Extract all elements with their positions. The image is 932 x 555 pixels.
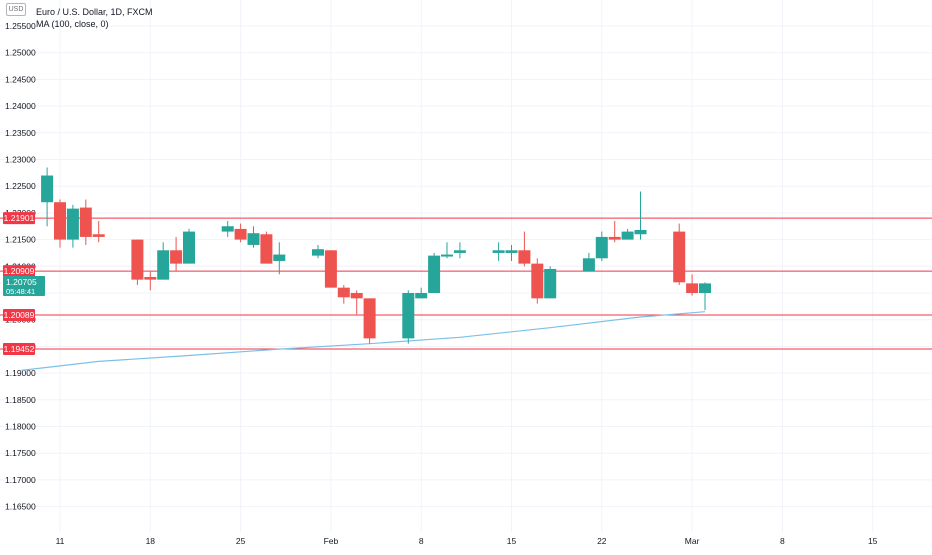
candle-body (608, 236, 621, 240)
candle-body (415, 293, 428, 299)
y-tick-label: 1.24500 (5, 74, 36, 84)
currency-badge[interactable]: USD (6, 3, 26, 16)
candle-body (337, 287, 350, 298)
candle-body (492, 250, 505, 253)
x-axis: 11 18 25 Feb 8 15 22 Mar 8 15 (56, 536, 878, 546)
countdown-label: 05:48:41 (6, 287, 35, 296)
x-tick-label: 8 (419, 536, 424, 546)
price-tag-label: 1.21901 (4, 213, 35, 223)
y-tick-label: 1.25000 (5, 48, 36, 58)
x-tick-label: 8 (780, 536, 785, 546)
candle-body (402, 293, 415, 339)
x-tick-label: 25 (236, 536, 246, 546)
candle-body (54, 202, 66, 240)
candle-body (183, 231, 195, 264)
x-tick-label: 15 (507, 536, 517, 546)
price-tag (3, 265, 35, 278)
price-tag-label: 1.20909 (4, 266, 35, 276)
candle-body (79, 207, 92, 237)
y-tick-label: 1.24000 (5, 101, 36, 111)
moving-average (21, 311, 706, 371)
candle-body (686, 283, 699, 293)
y-tick-label: 1.23500 (5, 128, 36, 138)
candle-body (92, 234, 105, 237)
y-tick-label: 1.25500 (5, 21, 36, 31)
candle-body (428, 255, 441, 293)
y-tick-label: 1.16500 (5, 502, 36, 512)
grid (0, 0, 932, 532)
candle-body (544, 268, 557, 299)
x-tick-label: 11 (56, 536, 65, 546)
candle-body (273, 254, 286, 261)
y-tick-label: 1.21500 (5, 235, 36, 245)
y-tick-label: 1.22500 (5, 181, 36, 191)
candle-body (582, 258, 595, 272)
candle-body (453, 250, 466, 253)
x-tick-label: Feb (324, 536, 339, 546)
price-tags: 1.21901 1.20909 1.20089 1.19452 1.2070505:48… (3, 212, 45, 355)
candle-body (505, 250, 518, 253)
y-tick-label: 1.18000 (5, 422, 36, 432)
candle-body (234, 228, 247, 240)
candle-body (324, 250, 337, 288)
candle-body (312, 249, 324, 256)
price-tag-label: 1.20089 (4, 310, 35, 320)
price-tag (3, 212, 35, 225)
candle-body (363, 298, 376, 339)
legend-symbol: Euro / U.S. Dollar, 1D, FXCM (36, 7, 153, 17)
candle-body (531, 263, 544, 299)
y-tick-label: 1.17500 (5, 448, 36, 458)
x-tick-label: Mar (685, 536, 700, 546)
x-tick-label: 15 (868, 536, 878, 546)
ma-line (21, 311, 706, 371)
y-tick-label: 1.19000 (5, 368, 36, 378)
candle-body (518, 250, 531, 264)
candle-body (144, 276, 157, 280)
candle-body (260, 234, 273, 264)
price-tag (3, 308, 35, 321)
candle-body (41, 175, 54, 203)
y-tick-label: 1.18500 (5, 395, 36, 405)
candle-body (441, 254, 453, 257)
candle-body (247, 233, 260, 245)
x-tick-label: 18 (146, 536, 156, 546)
candle-body (621, 231, 634, 240)
candle-body (634, 229, 647, 235)
horizontal-lines[interactable] (0, 217, 932, 350)
last-price-tag (3, 276, 45, 297)
price-tag (3, 342, 35, 355)
legend: Euro / U.S. Dollar, 1D, FXCM MA (100, cl… (36, 7, 153, 29)
candle-body (66, 208, 79, 240)
candle-body (350, 293, 363, 299)
candle-body (699, 283, 711, 293)
candle-body (157, 250, 170, 280)
candle-body (673, 231, 686, 283)
last-price-label: 1.20705 (6, 277, 37, 287)
y-tick-label: 1.17000 (5, 475, 36, 485)
candle-body (595, 236, 608, 259)
y-tick-label: 1.23000 (5, 155, 36, 165)
candles (41, 167, 711, 344)
candle-body (170, 250, 183, 264)
candle-body (131, 239, 144, 280)
candle-body (221, 226, 234, 232)
x-tick-label: 22 (597, 536, 607, 546)
legend-ma: MA (100, close, 0) (36, 19, 109, 29)
price-tag-label: 1.19452 (4, 344, 35, 354)
